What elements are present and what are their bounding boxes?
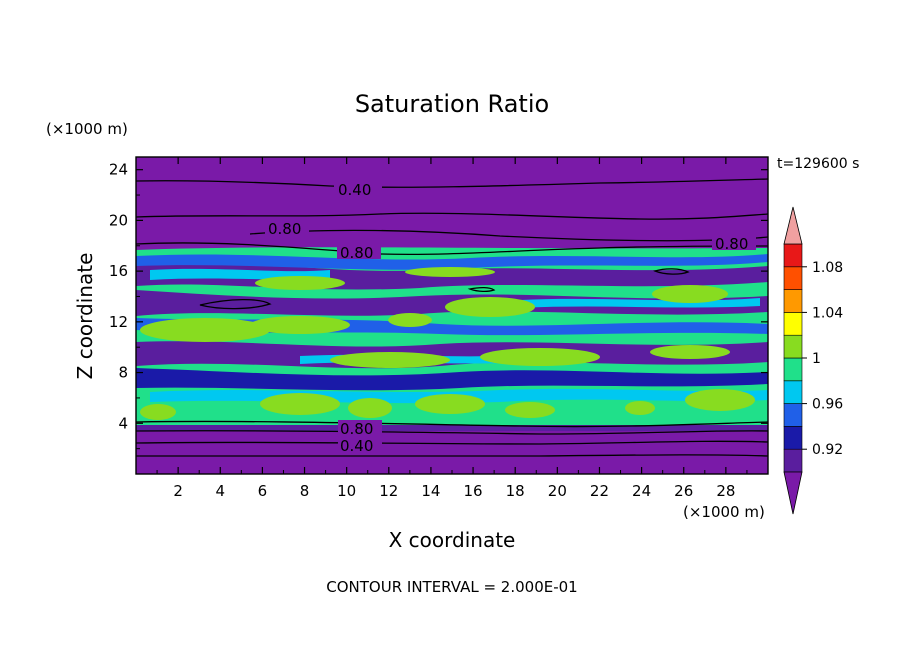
colorbar-swatch (783, 357, 803, 382)
x-tick-label: 4 (215, 482, 225, 500)
x-unit-label: (×1000 m) (683, 503, 765, 521)
colorbar-swatch (783, 243, 803, 268)
colorbar-swatch (783, 334, 803, 359)
colorbar-swatch (783, 266, 803, 290)
contour-label: 0.80 (340, 244, 373, 262)
colorbar-swatch (783, 403, 803, 427)
y-tick-label: 8 (118, 364, 128, 382)
colorbar-tick-label: 1.08 (812, 260, 843, 276)
y-axis: 4 8 12 16 20 24 (109, 161, 768, 450)
x-tick-label: 22 (590, 482, 609, 500)
y-axis-label: Z coordinate (73, 253, 97, 380)
colorbar-swatch (783, 448, 803, 473)
contour-label: 0.40 (340, 437, 373, 455)
contour-lines (136, 178, 768, 457)
colorbar-swatch (783, 380, 803, 404)
y-tick-label: 24 (109, 161, 128, 179)
x-tick-label: 8 (300, 482, 310, 500)
x-axis-label: X coordinate (389, 528, 516, 552)
contour-label: 0.80 (715, 235, 748, 253)
x-tick-label: 16 (464, 482, 483, 500)
x-tick-label: 28 (716, 482, 735, 500)
colorbar-under-arrow (783, 471, 803, 515)
contour-label: 0.80 (268, 220, 301, 238)
colorbar-swatch (783, 426, 803, 450)
contour-label: 0.40 (338, 181, 371, 199)
colorbar: 0.92 0.96 1 1.04 1.08 (783, 206, 843, 515)
colorbar-tick-label: 0.96 (812, 397, 843, 413)
x-axis: 2 4 6 8 10 12 14 16 18 20 22 24 26 28 (156, 157, 748, 500)
time-label: t=129600 s (777, 156, 859, 172)
x-tick-label: 14 (421, 482, 440, 500)
colorbar-swatch (783, 289, 803, 313)
colorbar-swatch (783, 312, 803, 336)
contour-label: 0.80 (340, 420, 373, 438)
chart-title: Saturation Ratio (355, 90, 549, 118)
colorbar-tick-label: 1 (812, 351, 821, 367)
x-tick-label: 12 (379, 482, 398, 500)
x-tick-label: 24 (632, 482, 651, 500)
x-tick-label: 18 (506, 482, 525, 500)
y-tick-label: 20 (109, 211, 128, 229)
x-tick-label: 26 (674, 482, 693, 500)
x-tick-label: 20 (548, 482, 567, 500)
contour-labels: 0.40 0.80 0.80 0.80 0.80 0.40 (265, 180, 756, 455)
contour-interval-footer: CONTOUR INTERVAL = 2.000E-01 (326, 578, 577, 596)
y-tick-label: 16 (109, 262, 128, 280)
x-tick-label: 10 (337, 482, 356, 500)
colorbar-over-arrow (783, 206, 803, 245)
y-tick-label: 12 (109, 313, 128, 331)
colorbar-tick-label: 0.92 (812, 442, 843, 458)
y-unit-label: (×1000 m) (46, 120, 128, 138)
y-tick-label: 4 (118, 414, 128, 432)
x-tick-label: 2 (173, 482, 183, 500)
x-tick-label: 6 (258, 482, 268, 500)
heatmap-field (136, 157, 768, 474)
colorbar-tick-label: 1.04 (812, 305, 843, 321)
